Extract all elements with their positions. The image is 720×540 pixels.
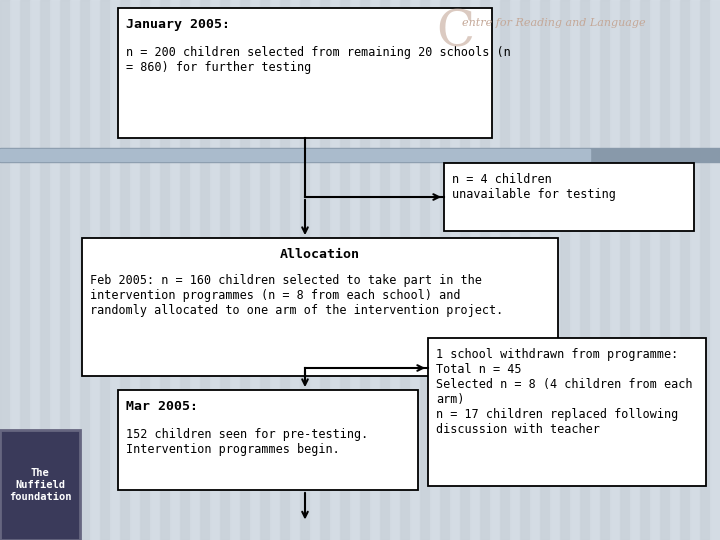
Bar [450,0,460,540]
Bar [400,0,410,540]
Bar [130,0,140,540]
Bar [270,0,280,540]
FancyBboxPatch shape [0,430,80,540]
Bar [0,149,590,161]
FancyBboxPatch shape [118,390,418,490]
Text: entre for Reading and Language: entre for Reading and Language [462,18,646,28]
Bar [0,0,10,540]
Text: Allocation: Allocation [280,248,360,261]
Bar [100,0,110,540]
Text: n = 200 children selected from remaining 20 schools (n
= 860) for further testin: n = 200 children selected from remaining… [126,46,510,74]
FancyBboxPatch shape [428,338,706,486]
Bar [60,0,70,540]
Text: January 2005:: January 2005: [126,18,230,31]
Bar [610,0,620,540]
Bar [80,0,90,540]
Bar [320,0,330,540]
Bar [490,0,500,540]
Bar [20,0,30,540]
Bar [340,0,350,540]
Bar [200,0,210,540]
Bar [360,0,370,540]
Text: Feb 2005: n = 160 children selected to take part in the
intervention programmes : Feb 2005: n = 160 children selected to t… [90,274,503,317]
Bar [300,0,310,540]
Text: n = 4 children
unavailable for testing: n = 4 children unavailable for testing [452,173,616,201]
Bar [190,0,200,540]
Bar [550,0,560,540]
Bar [440,0,450,540]
Bar [310,0,320,540]
Bar [580,0,590,540]
Bar [670,0,680,540]
Bar [480,0,490,540]
Bar [210,0,220,540]
FancyBboxPatch shape [118,8,492,138]
Bar [540,0,550,540]
Bar [420,0,430,540]
Bar [120,0,130,540]
Bar [510,0,520,540]
Bar [220,0,230,540]
Bar [10,0,20,540]
FancyBboxPatch shape [444,163,694,231]
Bar [90,0,100,540]
Bar [230,0,240,540]
Bar [390,0,400,540]
Bar [30,0,40,540]
Bar [240,0,250,540]
Bar [110,0,120,540]
Bar [500,0,510,540]
Bar [250,0,260,540]
Bar [350,0,360,540]
Bar [710,0,720,540]
Bar [640,0,650,540]
Bar [410,0,420,540]
Bar [150,0,160,540]
Bar [370,0,380,540]
Text: 152 children seen for pre-testing.
Intervention programmes begin.: 152 children seen for pre-testing. Inter… [126,428,368,456]
Bar [170,0,180,540]
Bar [180,0,190,540]
Bar [660,0,670,540]
Bar [590,0,600,540]
Bar [160,0,170,540]
Bar [690,0,700,540]
Text: 1 school withdrawn from programme:
Total n = 45
Selected n = 8 (4 children from : 1 school withdrawn from programme: Total… [436,348,693,436]
Bar [140,0,150,540]
Bar [650,0,660,540]
Bar [570,0,580,540]
Bar [430,0,440,540]
Text: The
Nuffield
foundation: The Nuffield foundation [9,468,71,502]
Bar [700,0,710,540]
Text: C: C [436,8,474,57]
Bar [380,0,390,540]
Bar [330,0,340,540]
Bar [620,0,630,540]
Bar [560,0,570,540]
Bar [630,0,640,540]
Text: Mar 2005:: Mar 2005: [126,400,198,413]
Bar [290,0,300,540]
Bar [50,0,60,540]
Bar [470,0,480,540]
Bar [0,148,720,162]
Bar [680,0,690,540]
Bar [460,0,470,540]
Bar [600,0,610,540]
Bar [280,0,290,540]
Bar [530,0,540,540]
Bar [40,0,50,540]
Bar [520,0,530,540]
Bar [260,0,270,540]
FancyBboxPatch shape [82,238,558,376]
Bar [70,0,80,540]
